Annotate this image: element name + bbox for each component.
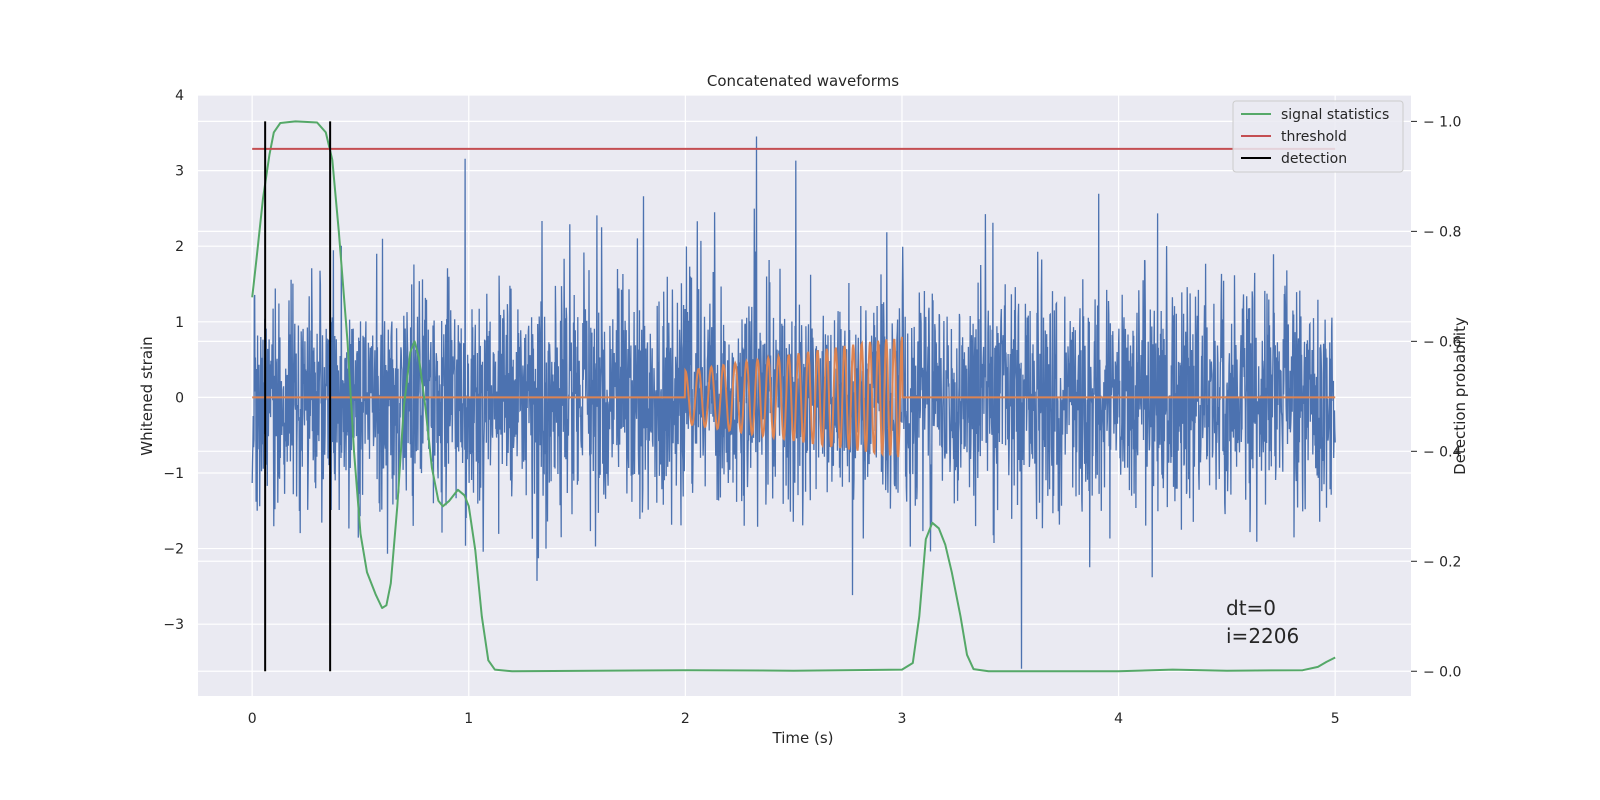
legend-label-signal-statistics: signal statistics — [1281, 107, 1389, 123]
series-waveform-line — [252, 336, 1336, 458]
legend-label-detection: detection — [1281, 151, 1347, 167]
y-tick-label-left: 2 — [175, 239, 184, 255]
legend-label-threshold: threshold — [1281, 129, 1347, 145]
y-tick-label-right: − 0.4 — [1423, 444, 1462, 460]
series-signal-statistics-line — [251, 120, 1336, 673]
y-tick-label-left: −2 — [163, 542, 184, 558]
y-tick-label-right: − 0.8 — [1423, 224, 1461, 240]
y-tick-label-left: 3 — [175, 164, 184, 180]
x-tick-label: 3 — [898, 711, 907, 727]
x-tick-label: 2 — [681, 711, 690, 727]
y-tick-label-left: −1 — [163, 466, 184, 482]
legend: signal statistics threshold detection — [1232, 100, 1404, 173]
ticks-layer: 0 1 2 3 4 5 −3 −2 −1 0 1 2 3 4 − 0.0 − 0.2 − 0.4 − 0.6 − 0… — [163, 88, 1461, 727]
x-tick-label: 0 — [248, 711, 257, 727]
y-tick-label-left: 0 — [175, 390, 184, 406]
y-tick-label-right: − 0.2 — [1423, 554, 1461, 570]
y-tick-label-left: −3 — [163, 617, 184, 633]
x-tick-label: 4 — [1114, 711, 1123, 727]
annotation-index: i=2206 — [1226, 624, 1299, 648]
x-axis-label: Time (s) — [772, 729, 834, 747]
y-tick-label-right: − 1.0 — [1423, 114, 1461, 130]
annotation-dt: dt=0 — [1226, 596, 1276, 620]
y-tick-label-left: 1 — [175, 315, 184, 331]
legend-box — [1232, 100, 1404, 173]
y-axis-label-right: Detection probability — [1451, 317, 1469, 475]
series-layer — [251, 120, 1336, 673]
y-tick-label-right: − 0.6 — [1423, 334, 1462, 350]
y-tick-label-right: − 0.0 — [1423, 664, 1461, 680]
y-axis-label-left: Whitened strain — [138, 336, 156, 455]
x-tick-label: 1 — [464, 711, 473, 727]
x-tick-label: 5 — [1331, 711, 1340, 727]
chart-title: Concatenated waveforms — [707, 72, 899, 90]
y-tick-label-left: 4 — [175, 88, 184, 104]
